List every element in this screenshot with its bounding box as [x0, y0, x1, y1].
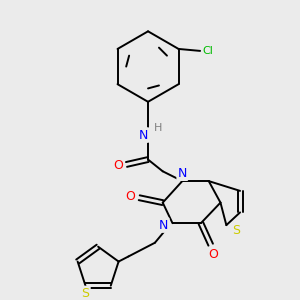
Text: S: S — [82, 287, 89, 300]
Text: H: H — [154, 123, 162, 133]
Text: N: N — [159, 219, 168, 232]
Text: N: N — [178, 167, 187, 180]
Text: Cl: Cl — [202, 46, 213, 56]
Text: S: S — [232, 224, 240, 236]
Text: O: O — [113, 159, 123, 172]
Text: O: O — [125, 190, 135, 203]
Text: N: N — [139, 129, 148, 142]
Text: O: O — [209, 248, 219, 261]
